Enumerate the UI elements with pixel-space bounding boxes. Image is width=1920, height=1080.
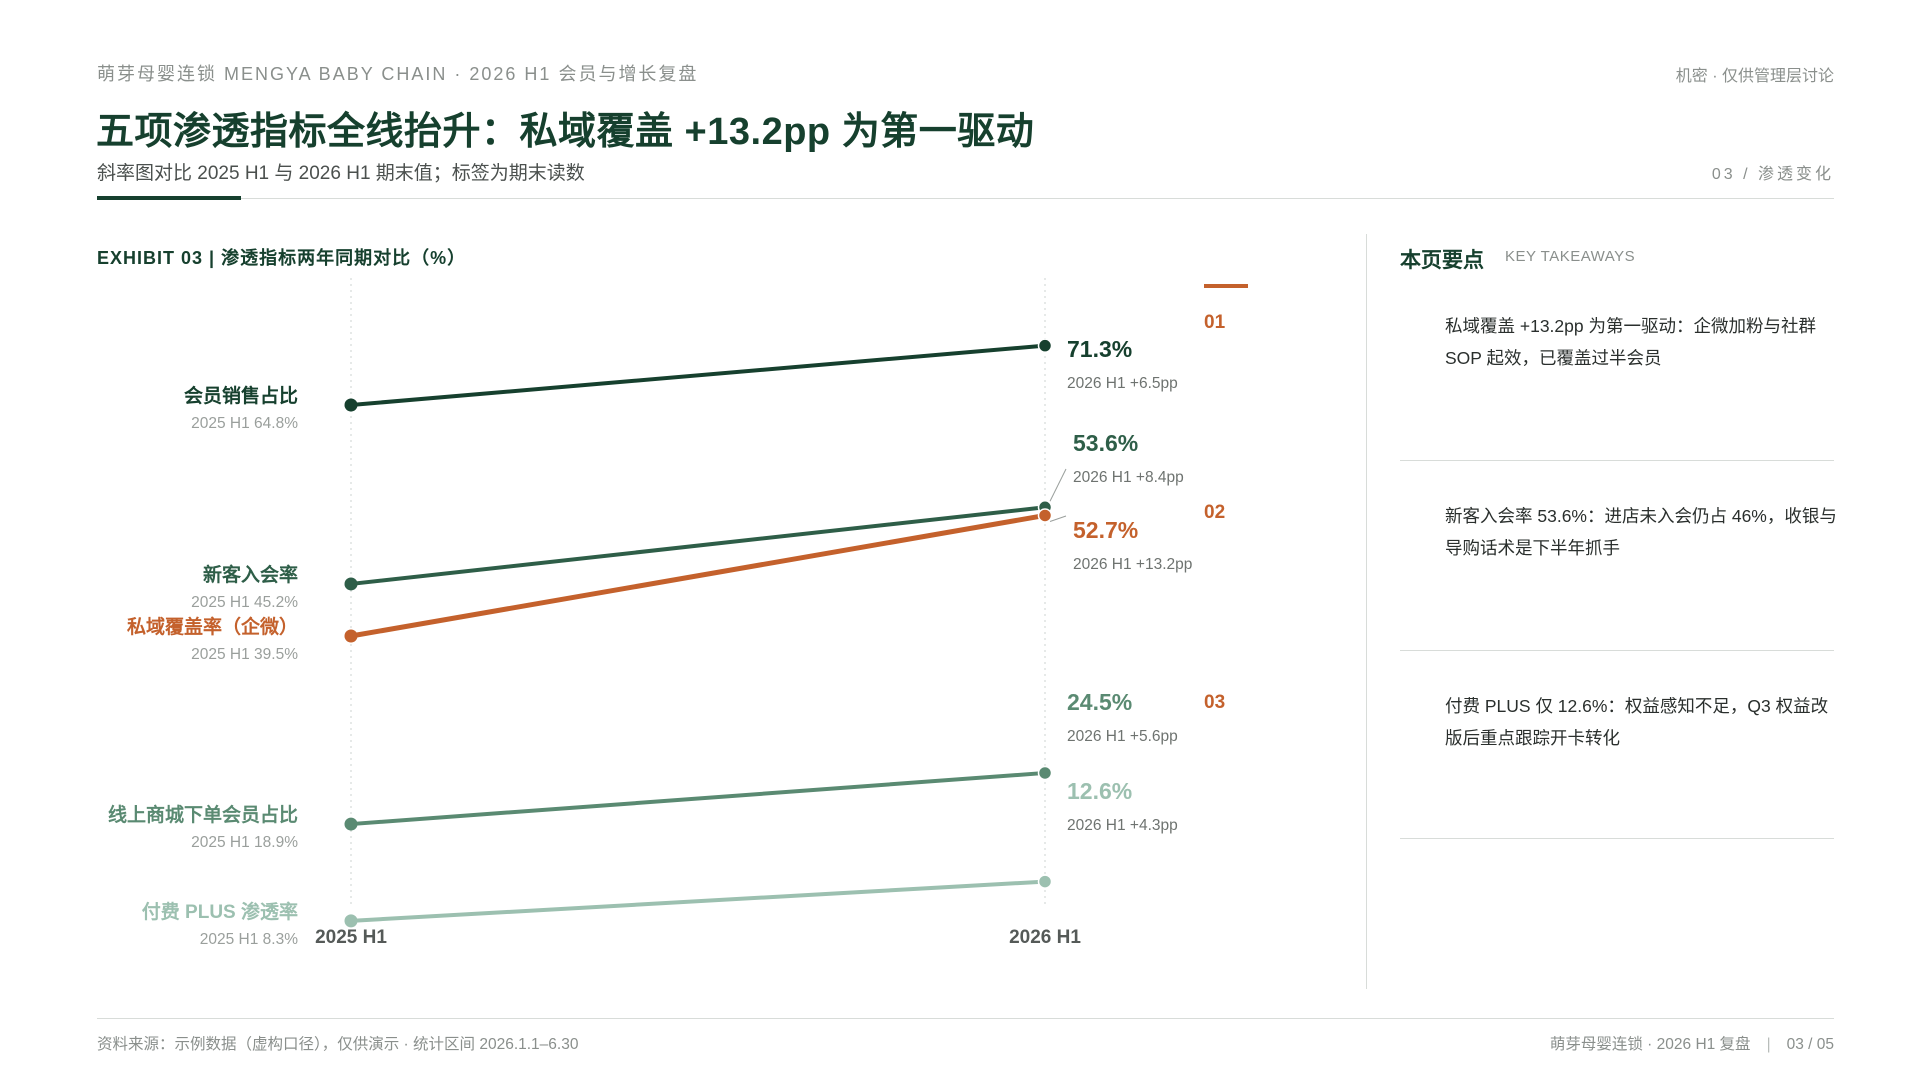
end-note-label: 2026 H1 +4.3pp: [1067, 817, 1178, 834]
takeaway-accent-bar: [1204, 284, 1248, 288]
confidential-label: 机密 · 仅供管理层讨论: [1675, 68, 1834, 85]
takeaway-number: 01: [1204, 312, 1226, 333]
takeaway-item: 03 付费 PLUS 仅 12.6%：权益感知不足，Q3 权益改版后重点跟踪开卡…: [1204, 690, 1834, 839]
takeaway-item: 01 私域覆盖 +13.2pp 为第一驱动：企微加粉与社群 SOP 起效，已覆盖…: [1204, 284, 1834, 461]
series-line: [349, 343, 1047, 407]
takeaways-title: 本页要点: [1400, 249, 1484, 272]
takeaway-number: 03: [1204, 692, 1226, 713]
end-note-label: 2026 H1 +8.4pp: [1073, 469, 1184, 486]
leader-line: [1049, 515, 1067, 522]
header-rule: [97, 198, 1834, 199]
start-value-label: 2025 H1 18.9%: [191, 834, 298, 851]
start-value-label: 2025 H1 8.3%: [200, 931, 298, 948]
start-point: [344, 629, 358, 643]
takeaway-text: 新客入会率 53.6%：进店未入会仍占 46%，收银与导购话术是下半年抓手: [1445, 506, 1837, 558]
page-subtitle: 斜率图对比 2025 H1 与 2026 H1 期末值；标签为期末读数: [97, 163, 585, 184]
section-label: 03 / 渗透变化: [1711, 166, 1834, 183]
end-value-label: 52.7%: [1073, 517, 1138, 543]
footer-brand: 萌芽母婴连锁 · 2026 H1 复盘: [1549, 1036, 1751, 1053]
start-value-label: 2025 H1 45.2%: [191, 594, 298, 611]
start-value-label: 2025 H1 64.8%: [191, 415, 298, 432]
end-point: [1037, 765, 1053, 781]
end-value-label: 71.3%: [1067, 336, 1132, 362]
takeaway-text: 私域覆盖 +13.2pp 为第一驱动：企微加粉与社群 SOP 起效，已覆盖过半会…: [1445, 316, 1816, 368]
topline: 萌芽母婴连锁 MENGYA BABY CHAIN · 2026 H1 会员与增长…: [97, 64, 699, 84]
start-point: [344, 914, 358, 928]
series-line: [348, 512, 1048, 639]
vertical-divider: [1366, 234, 1367, 989]
end-value-label: 53.6%: [1073, 430, 1138, 456]
series-name-label: 会员销售占比: [184, 384, 298, 407]
exhibit-label: EXHIBIT 03 | 渗透指标两年同期对比（%）: [97, 248, 467, 268]
slope-chart: 2025 H1 2026 H1 会员销售占比 2025 H1 64.8% 71.3% 20…: [108, 278, 1192, 948]
leader-line: [1049, 468, 1067, 502]
start-point: [344, 398, 358, 412]
takeaway-number: 02: [1204, 502, 1226, 523]
footer-right: 萌芽母婴连锁 · 2026 H1 复盘 | 03 / 05: [1549, 1036, 1834, 1053]
end-point: [1037, 508, 1053, 523]
series-line: [349, 879, 1047, 923]
end-point: [1037, 338, 1053, 353]
header-rule-accent: [97, 196, 241, 200]
end-value-label: 24.5%: [1067, 689, 1132, 715]
start-value-label: 2025 H1 39.5%: [191, 646, 298, 663]
series-name-label: 新客入会率: [203, 563, 298, 586]
x-tick-label: 2026 H1: [1009, 927, 1081, 948]
series-line: [349, 505, 1047, 586]
series-name-label: 线上商城下单会员占比: [108, 803, 298, 826]
x-tick-label: 2025 H1: [315, 927, 387, 948]
start-point: [344, 577, 358, 591]
footer-rule: [97, 1018, 1834, 1019]
takeaway-item: 02 新客入会率 53.6%：进店未入会仍占 46%，收银与导购话术是下半年抓手: [1204, 500, 1837, 651]
end-note-label: 2026 H1 +13.2pp: [1073, 556, 1192, 573]
series-name-label: 私域覆盖率（企微）: [127, 615, 298, 638]
end-note-label: 2026 H1 +6.5pp: [1067, 375, 1178, 392]
footer-page: 03 / 05: [1786, 1036, 1834, 1053]
series-name-label: 付费 PLUS 渗透率: [142, 900, 298, 923]
end-value-label: 12.6%: [1067, 778, 1132, 804]
end-point: [1037, 874, 1053, 889]
end-note-label: 2026 H1 +5.6pp: [1067, 728, 1178, 745]
start-point: [344, 817, 358, 831]
takeaway-text: 付费 PLUS 仅 12.6%：权益感知不足，Q3 权益改版后重点跟踪开卡转化: [1445, 696, 1829, 748]
takeaways-subtitle: KEY TAKEAWAYS: [1505, 248, 1636, 265]
series-line: [349, 770, 1047, 827]
footer-source: 资料来源：示例数据（虚构口径），仅供演示 · 统计区间 2026.1.1–6.3…: [97, 1036, 579, 1053]
page-title: 五项渗透指标全线抬升：私域覆盖 +13.2pp 为第一驱动: [96, 111, 1035, 153]
